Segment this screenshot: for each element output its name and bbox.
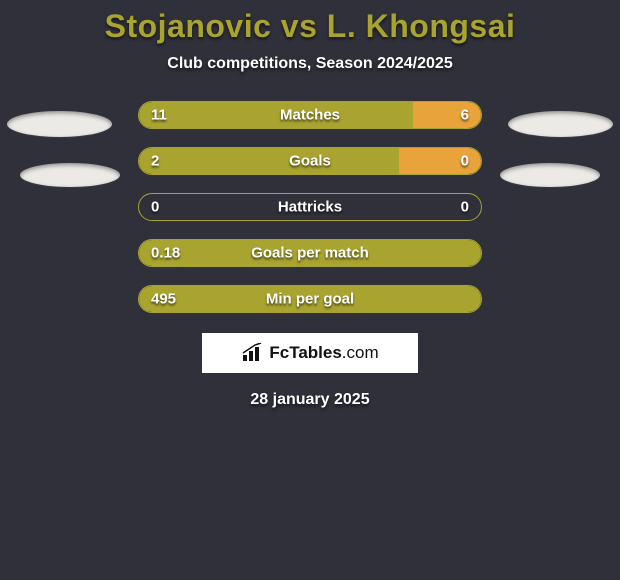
- logo-box: FcTables.com: [202, 333, 418, 373]
- stat-row: 495Min per goal: [138, 285, 482, 313]
- stat-row: 0.18Goals per match: [138, 239, 482, 267]
- player-left-ellipse-1: [7, 111, 112, 137]
- player-left-ellipse-2: [20, 163, 120, 187]
- comparison-date: 28 january 2025: [250, 391, 369, 409]
- stat-bars: 116Matches 20Goals 00Hattricks 0.18Goals pe…: [138, 101, 482, 313]
- stat-row: 20Goals: [138, 147, 482, 175]
- stat-label: Goals: [139, 153, 481, 170]
- comparison-subtitle: Club competitions, Season 2024/2025: [167, 55, 452, 73]
- logo-text-light: .com: [342, 343, 379, 362]
- player-right-ellipse-1: [508, 111, 613, 137]
- logo-text-bold: FcTables: [269, 343, 341, 362]
- stat-label: Hattricks: [139, 199, 481, 216]
- stats-area: 116Matches 20Goals 00Hattricks 0.18Goals pe…: [0, 101, 620, 313]
- stat-row: 00Hattricks: [138, 193, 482, 221]
- stat-label: Goals per match: [139, 245, 481, 262]
- stat-label: Min per goal: [139, 291, 481, 308]
- stat-label: Matches: [139, 107, 481, 124]
- logo-text: FcTables.com: [269, 343, 378, 363]
- comparison-title: Stojanovic vs L. Khongsai: [105, 8, 516, 45]
- stat-row: 116Matches: [138, 101, 482, 129]
- player-right-ellipse-2: [500, 163, 600, 187]
- logo-chart-icon: [241, 343, 265, 363]
